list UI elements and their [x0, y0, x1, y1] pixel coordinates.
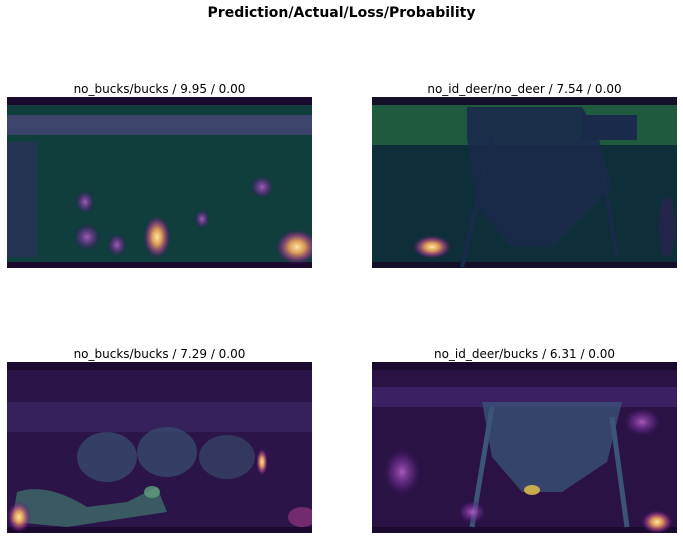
panel-3-heatmap-image — [7, 362, 312, 533]
panel-1-title: no_bucks/bucks / 9.95 / 0.00 — [73, 82, 246, 96]
panel-2-title: no_id_deer/no_deer / 7.54 / 0.00 — [427, 82, 622, 96]
panel-3-title: no_bucks/bucks / 7.29 / 0.00 — [73, 347, 246, 361]
panel-4-title: no_id_deer/bucks / 6.31 / 0.00 — [433, 347, 616, 361]
panel-4-heatmap-image — [372, 362, 677, 533]
panel-2-heatmap-image — [372, 97, 677, 268]
panel-1-heatmap-image — [7, 97, 312, 268]
figure-title: Prediction/Actual/Loss/Probability — [207, 5, 476, 21]
